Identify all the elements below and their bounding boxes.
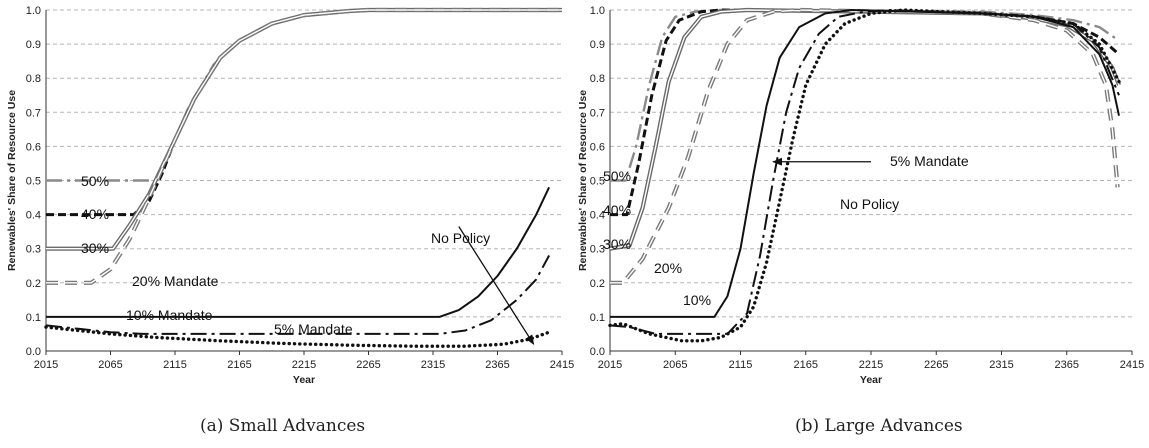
chart-a-annotation: No Policy — [431, 230, 490, 246]
chart-a-series-black-solid — [46, 186, 551, 318]
chart-b-annotation: 30% — [603, 236, 631, 252]
chart-b-series-line — [608, 8, 1121, 343]
chart-a-series-line — [44, 325, 551, 348]
chart-a-series-line — [45, 255, 550, 335]
chart-b-y-tick-label: 0.4 — [590, 210, 605, 222]
chart-b-annotation: 40% — [603, 202, 631, 218]
chart-b-annotation: 20% — [654, 260, 682, 276]
chart-a-y-tick-label: 0.6 — [26, 141, 41, 153]
chart-a-x-tick-label: 2015 — [34, 359, 58, 371]
chart-b-series-gray-double — [609, 7, 1121, 251]
chart-b-svg: 0.0 0.1 0.2 0.3 0.4 0.5 0.6 0.7 0.8 0.9 1.0 2015 206… — [577, 5, 1144, 386]
chart-a-annotation: 50% — [81, 173, 109, 189]
chart-a-x-tick-label: 2315 — [421, 359, 445, 371]
chart-a-x-tick-label: 2265 — [356, 359, 380, 371]
chart-a-x-tick-label: 2415 — [550, 359, 574, 371]
chart-b-x-tick-label: 2065 — [663, 359, 687, 371]
chart-b-x-tick-label: 2265 — [924, 359, 948, 371]
chart-a-y-tick-label: 0.2 — [26, 278, 41, 290]
chart-a-series-line — [46, 9, 562, 284]
chart-a-annotation: 10% Mandate — [126, 307, 213, 323]
chart-a-series-line — [46, 9, 562, 250]
chart-b-x-tick-label: 2215 — [859, 359, 883, 371]
chart-a-series-gray-double — [46, 7, 562, 251]
chart-b-y-tick-label: 0.8 — [590, 73, 605, 85]
chart-b-x-tick-label: 2315 — [989, 359, 1013, 371]
chart-b-y-tick-label: 0.1 — [590, 312, 605, 324]
chart-a-y-tick-label: 0.8 — [26, 73, 41, 85]
chart-b-x-axis-title: Year — [860, 374, 882, 386]
chart-a-y-tick-label: 0.3 — [26, 244, 41, 256]
chart-b-y-tick-label: 0.0 — [590, 346, 605, 358]
chart-a-series-gray-dash — [46, 7, 562, 285]
chart-a-series-black-dot — [44, 325, 551, 348]
chart-b-y-tick-label: 0.3 — [590, 244, 605, 256]
chart-b-series-gray-dash — [610, 7, 1120, 285]
chart-b-y-tick-label: 0.7 — [590, 107, 605, 119]
chart-a-no-policy-arrow — [458, 226, 535, 346]
chart-a-annotation: 5% Mandate — [274, 321, 353, 337]
chart-a-annotation: 40% — [81, 206, 109, 222]
chart-a-svg: 0.0 0.1 0.2 0.3 0.4 0.5 0.6 0.7 0.8 0.9 1.0 2015 206… — [6, 5, 574, 386]
chart-a-y-axis-title: Renewables' Share of Resource Use — [6, 90, 18, 271]
chart-b-y-tick-label: 1.0 — [590, 5, 605, 17]
chart-panel-b: 0.0 0.1 0.2 0.3 0.4 0.5 0.6 0.7 0.8 0.9 1.0 2015 206… — [575, 0, 1149, 448]
chart-b-series-line — [609, 9, 1120, 250]
chart-a-series-line — [46, 8, 562, 182]
chart-a-y-tick-label: 0.5 — [26, 176, 41, 188]
caption-b: (b) Large Advances — [795, 416, 963, 436]
chart-b-x-tick-label: 2415 — [1120, 359, 1144, 371]
chart-b-x-tick-label: 2115 — [729, 359, 753, 371]
chart-a-series-line — [46, 186, 551, 318]
chart-b-series-line — [610, 8, 1120, 182]
chart-b-series-black-dot — [608, 8, 1121, 343]
chart-a-y-tick-label: 1.0 — [26, 5, 41, 17]
chart-a-annotation: 20% Mandate — [132, 273, 219, 289]
caption-a: (a) Small Advances — [200, 416, 366, 436]
chart-a-series-gray-dashdot — [46, 8, 562, 182]
chart-a-series-black-dashdot — [45, 255, 550, 335]
chart-a-series-line — [46, 7, 562, 251]
chart-a-x-tick-label: 2365 — [485, 359, 509, 371]
chart-a-y-tick-label: 0.9 — [26, 39, 41, 51]
chart-a-y-tick-label: 0.4 — [26, 210, 41, 222]
chart-b-series-black-dashdot — [609, 9, 1120, 335]
chart-b-x-tick-label: 2365 — [1055, 359, 1079, 371]
chart-a-y-tick-label: 0.0 — [26, 346, 41, 358]
chart-b-annotation: 5% Mandate — [890, 153, 969, 169]
chart-b-y-tick-label: 0.2 — [590, 278, 605, 290]
chart-b-annotation: 50% — [603, 168, 631, 184]
chart-b-series-line — [609, 9, 1120, 335]
chart-a-x-axis-title: Year — [293, 374, 315, 386]
chart-b-annotation: No Policy — [840, 196, 899, 212]
chart-b-series-line — [610, 9, 1119, 284]
chart-b-series-line — [609, 7, 1121, 251]
chart-a-annotation: 30% — [81, 240, 109, 256]
chart-b-series-line — [610, 9, 1120, 318]
chart-a-x-tick-label: 2115 — [163, 359, 187, 371]
chart-panel-a: 0.0 0.1 0.2 0.3 0.4 0.5 0.6 0.7 0.8 0.9 1.0 2015 206… — [6, 5, 574, 436]
chart-a-y-tick-label: 0.7 — [26, 107, 41, 119]
chart-a-x-tick-label: 2215 — [292, 359, 316, 371]
chart-b-series-black-solid — [610, 9, 1120, 318]
chart-b-y-tick-label: 0.5 — [590, 176, 605, 188]
chart-b-x-tick-label: 2165 — [794, 359, 818, 371]
chart-b-y-tick-label: 0.9 — [590, 39, 605, 51]
chart-b-y-axis-title: Renewables' Share of Resource Use — [577, 90, 589, 271]
chart-b-series-gray-dashdot — [610, 8, 1120, 182]
chart-b-x-tick-label: 2015 — [598, 359, 622, 371]
chart-a-y-tick-label: 0.1 — [26, 312, 41, 324]
chart-a-x-tick-label: 2065 — [98, 359, 122, 371]
chart-a-x-tick-label: 2165 — [227, 359, 251, 371]
chart-b-y-tick-label: 0.6 — [590, 141, 605, 153]
chart-b-annotation: 10% — [683, 292, 711, 308]
